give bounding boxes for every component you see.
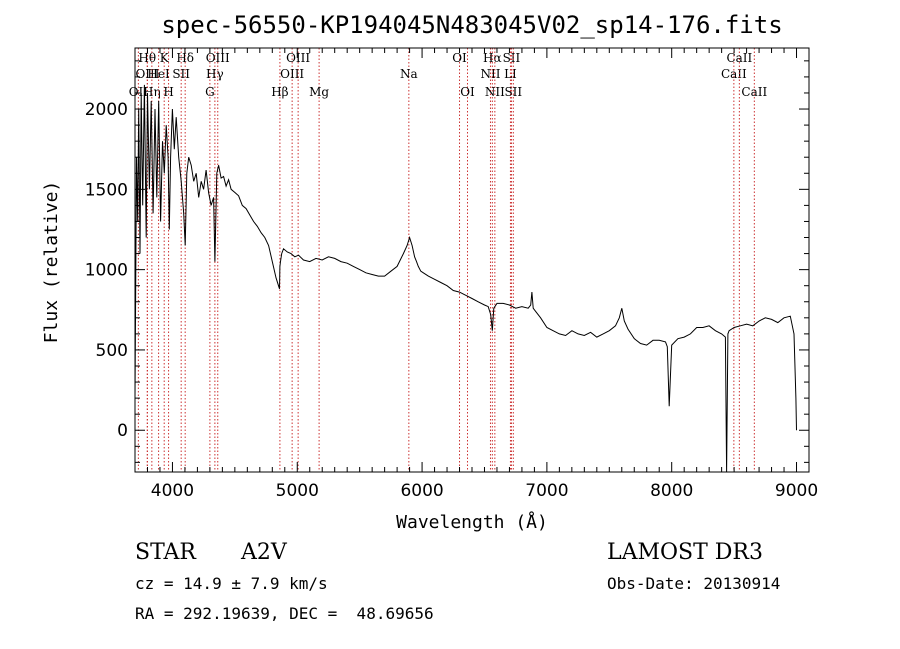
line-label: OIII <box>286 51 310 65</box>
obs-date: Obs-Date: 20130914 <box>607 574 781 593</box>
line-label: CaII <box>721 67 747 81</box>
x-tick-label: 7000 <box>525 481 568 501</box>
emission-line-markers: OII Hθ OIII Hη HeI K H SII Hδ G Hγ OIII Hβ OIII OIII Mg… <box>129 48 767 472</box>
line-label: OI <box>452 51 467 65</box>
y-axis-label: Flux (relative) <box>41 181 62 344</box>
line-label: SII <box>503 51 521 65</box>
axis-tick-labels: 4000 5000 6000 7000 8000 9000 0 500 1000 1500 2000 <box>85 100 818 501</box>
y-tick-label: 2000 <box>85 100 128 120</box>
line-label: CaII <box>741 85 767 99</box>
y-tick-label: 500 <box>96 341 128 361</box>
line-label: OIII <box>135 67 159 81</box>
line-label: H <box>163 85 173 99</box>
line-label: HeI <box>147 67 170 81</box>
line-label: NII <box>485 85 505 99</box>
chart-title: spec-56550-KP194045N483045V02_sp14-176.f… <box>161 11 782 39</box>
line-label: Hα <box>483 51 502 65</box>
line-label: OIII <box>206 51 230 65</box>
object-class: STAR <box>135 540 196 565</box>
line-label: G <box>205 85 215 99</box>
line-label: OII <box>129 85 149 99</box>
x-tick-label: 6000 <box>400 481 443 501</box>
line-label: LI <box>504 67 517 81</box>
object-subclass: A2V <box>241 540 287 565</box>
line-label: CaII <box>726 51 752 65</box>
axis-ticks <box>134 48 810 472</box>
y-tick-label: 1000 <box>85 261 128 281</box>
x-axis-label: Wavelength (Å) <box>396 511 548 533</box>
line-label: Hθ <box>138 51 156 65</box>
line-label: SII <box>504 85 522 99</box>
x-tick-label: 4000 <box>151 481 194 501</box>
line-label: Hη <box>143 85 161 99</box>
redshift-readout: cz = 14.9 ± 7.9 km/s <box>135 574 328 593</box>
flux-series-line <box>134 84 797 473</box>
line-label: OI <box>460 85 475 99</box>
line-label: Hβ <box>271 85 288 99</box>
x-tick-label: 5000 <box>276 481 319 501</box>
line-label: NII <box>480 67 500 81</box>
line-label: Na <box>400 67 418 81</box>
y-tick-label: 0 <box>117 421 128 441</box>
survey-name: LAMOST DR3 <box>607 540 763 565</box>
line-label: OIII <box>280 67 304 81</box>
line-label: Mg <box>309 85 329 99</box>
x-tick-label: 9000 <box>775 481 818 501</box>
coordinates: RA = 292.19639, DEC = 48.69656 <box>135 604 434 623</box>
line-label: SII <box>172 67 190 81</box>
line-label: Hγ <box>206 67 224 81</box>
x-tick-label: 8000 <box>650 481 693 501</box>
plot-frame <box>134 47 810 473</box>
y-tick-label: 1500 <box>85 180 128 200</box>
line-label: K <box>160 51 170 65</box>
line-label: Hδ <box>176 51 194 65</box>
